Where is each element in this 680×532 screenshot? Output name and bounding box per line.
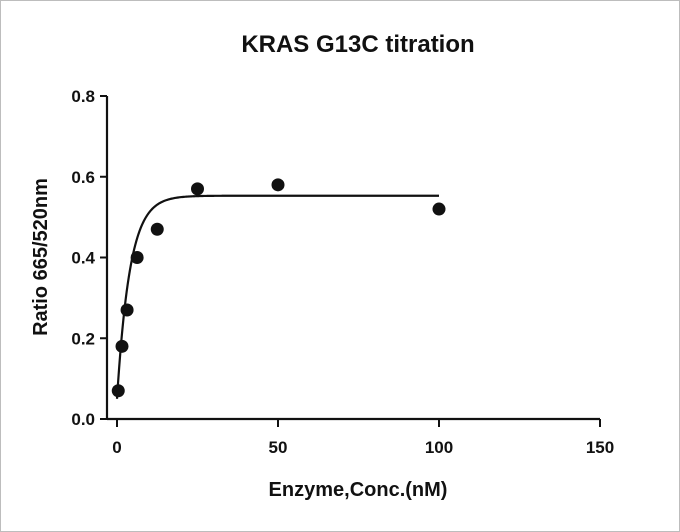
data-point-3 <box>130 251 144 264</box>
y-tick-label-3: 0.6 <box>71 168 95 187</box>
x-axis-label: Enzyme,Conc.(nM) <box>269 479 448 501</box>
x-tick-label-0: 0 <box>112 438 121 457</box>
x-tick-label-2: 100 <box>425 438 453 457</box>
data-point-6 <box>271 178 285 192</box>
x-tick-label-3: 150 <box>586 438 614 457</box>
y-tick-label-1: 0.2 <box>71 329 95 348</box>
data-point-4 <box>150 222 164 236</box>
fit-curve <box>115 194 439 399</box>
y-tick-label-0: 0.0 <box>71 410 95 429</box>
data-point-7 <box>432 202 446 216</box>
data-point-5 <box>191 182 204 196</box>
data-point-1 <box>115 339 129 353</box>
x-tick-label-1: 50 <box>269 438 288 457</box>
y-tick-label-2: 0.4 <box>71 249 95 268</box>
y-axis-label: Ratio 665/520nm <box>30 178 52 336</box>
axis-ticks: 0.0 0.2 0.4 0.6 0.8 0 50 100 150 <box>71 87 614 457</box>
y-tick-label-4: 0.8 <box>71 87 95 106</box>
data-point-0 <box>111 384 125 398</box>
data-point-2 <box>120 303 134 317</box>
data-points <box>111 178 446 398</box>
chart-title: KRAS G13C titration <box>241 31 474 58</box>
